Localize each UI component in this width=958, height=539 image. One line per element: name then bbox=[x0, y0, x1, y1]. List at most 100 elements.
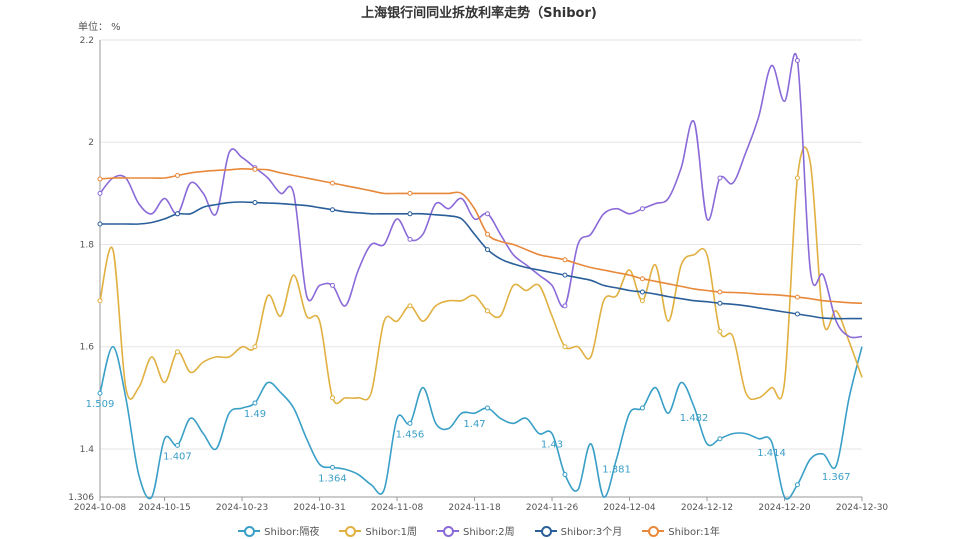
data-label: 1.482 bbox=[680, 413, 709, 424]
data-point bbox=[329, 395, 335, 401]
x-tick-label: 2024-10-31 bbox=[293, 503, 345, 513]
data-label: 1.364 bbox=[318, 473, 347, 484]
data-point bbox=[794, 482, 800, 488]
data-label: 1.456 bbox=[396, 429, 425, 440]
x-tick-label: 2024-12-30 bbox=[836, 503, 889, 513]
data-point bbox=[794, 57, 800, 63]
y-tick-label: 1.306 bbox=[68, 493, 94, 503]
data-point bbox=[639, 206, 645, 212]
data-label: 1.49 bbox=[244, 409, 266, 420]
x-tick-label: 2024-11-18 bbox=[448, 503, 501, 513]
data-point bbox=[562, 257, 568, 263]
legend-label: Shibor:2周 bbox=[463, 527, 515, 538]
y-tick-label: 2 bbox=[88, 138, 94, 148]
legend-item[interactable]: Shibor:1年 bbox=[642, 523, 720, 538]
series-lines bbox=[97, 52, 863, 500]
legend-item[interactable]: Shibor:3个月 bbox=[534, 523, 623, 538]
data-point bbox=[174, 211, 180, 217]
data-point bbox=[717, 328, 723, 334]
data-label: 1.43 bbox=[541, 440, 563, 451]
y-tick-label: 2.2 bbox=[80, 36, 94, 46]
x-tick-label: 2024-12-04 bbox=[603, 503, 656, 513]
data-point bbox=[329, 282, 335, 288]
data-point bbox=[484, 405, 490, 411]
data-point bbox=[97, 190, 103, 196]
legend-label: Shibor:3个月 bbox=[560, 527, 623, 538]
data-label: 1.414 bbox=[757, 448, 786, 459]
series-line-1 bbox=[99, 146, 863, 405]
data-point bbox=[407, 236, 413, 242]
data-point bbox=[794, 294, 800, 300]
data-point bbox=[407, 420, 413, 426]
y-tick-label: 1.4 bbox=[80, 445, 95, 455]
data-point bbox=[484, 308, 490, 314]
data-point bbox=[717, 175, 723, 181]
data-point bbox=[329, 180, 335, 186]
series-line-4 bbox=[99, 167, 863, 305]
data-point bbox=[252, 166, 258, 172]
data-point bbox=[174, 349, 180, 355]
data-label: 1.509 bbox=[86, 399, 115, 410]
data-point bbox=[97, 298, 103, 304]
data-point bbox=[562, 303, 568, 309]
data-point bbox=[329, 464, 335, 470]
data-point bbox=[174, 172, 180, 178]
data-point bbox=[407, 211, 413, 217]
legend-item[interactable]: Shibor:1周 bbox=[339, 523, 417, 538]
x-tick-label: 2024-11-08 bbox=[371, 503, 424, 513]
data-point bbox=[252, 200, 258, 206]
x-tick-label: 2024-12-12 bbox=[681, 503, 733, 513]
legend: Shibor:隔夜 Shibor:1周 Shibor:2周 Shibor:3个月 Shi… bbox=[0, 523, 958, 538]
x-tick-label: 2024-10-23 bbox=[216, 503, 268, 513]
data-label: 1.47 bbox=[463, 419, 485, 430]
x-tick-label: 2024-10-08 bbox=[74, 503, 127, 513]
unit-label: 单位： % bbox=[78, 22, 121, 33]
x-tick-label: 2024-11-26 bbox=[526, 503, 579, 513]
legend-swatch-icon bbox=[534, 525, 557, 537]
data-point bbox=[639, 405, 645, 411]
legend-label: Shibor:隔夜 bbox=[264, 527, 320, 538]
legend-item[interactable]: Shibor:隔夜 bbox=[238, 523, 319, 538]
data-label: 1.367 bbox=[822, 472, 851, 483]
legend-label: Shibor:1年 bbox=[668, 527, 720, 538]
data-point bbox=[639, 298, 645, 304]
data-point bbox=[174, 442, 180, 448]
series-line-3 bbox=[100, 201, 862, 320]
data-point bbox=[252, 344, 258, 350]
data-point bbox=[252, 400, 258, 406]
y-tick-label: 1.8 bbox=[80, 240, 95, 250]
data-point bbox=[562, 344, 568, 350]
legend-swatch-icon bbox=[339, 525, 362, 537]
data-point bbox=[97, 176, 103, 182]
data-labels: 1.509 1.407 1.49 1.364 1.456 1.47 1.43 1.381 1.4… bbox=[86, 399, 851, 484]
data-point bbox=[717, 289, 723, 295]
legend-label: Shibor:1周 bbox=[365, 527, 417, 538]
data-point bbox=[562, 272, 568, 278]
data-point bbox=[639, 289, 645, 295]
data-point bbox=[717, 436, 723, 442]
series-line-2 bbox=[99, 52, 863, 339]
grid-lines bbox=[100, 39, 862, 498]
data-point bbox=[484, 231, 490, 237]
legend-swatch-icon bbox=[437, 525, 459, 537]
x-tick-label: 2024-12-20 bbox=[758, 503, 811, 513]
x-tick-label: 2024-10-15 bbox=[138, 503, 190, 513]
data-point bbox=[97, 390, 103, 396]
data-point bbox=[717, 300, 723, 306]
data-label: 1.407 bbox=[163, 451, 192, 462]
data-point bbox=[562, 472, 568, 478]
data-point bbox=[484, 247, 490, 253]
data-point bbox=[484, 211, 490, 217]
legend-swatch-icon bbox=[238, 525, 261, 537]
data-point bbox=[794, 175, 800, 181]
chart-title: 上海银行间同业拆放利率走势（Shibor) bbox=[361, 6, 597, 21]
data-point bbox=[794, 311, 800, 317]
legend-swatch-icon bbox=[642, 525, 665, 537]
data-point bbox=[407, 303, 413, 309]
y-tick-label: 1.6 bbox=[80, 343, 95, 353]
legend-item[interactable]: Shibor:2周 bbox=[437, 523, 515, 538]
series-line-0 bbox=[99, 345, 863, 500]
data-point bbox=[97, 221, 103, 227]
